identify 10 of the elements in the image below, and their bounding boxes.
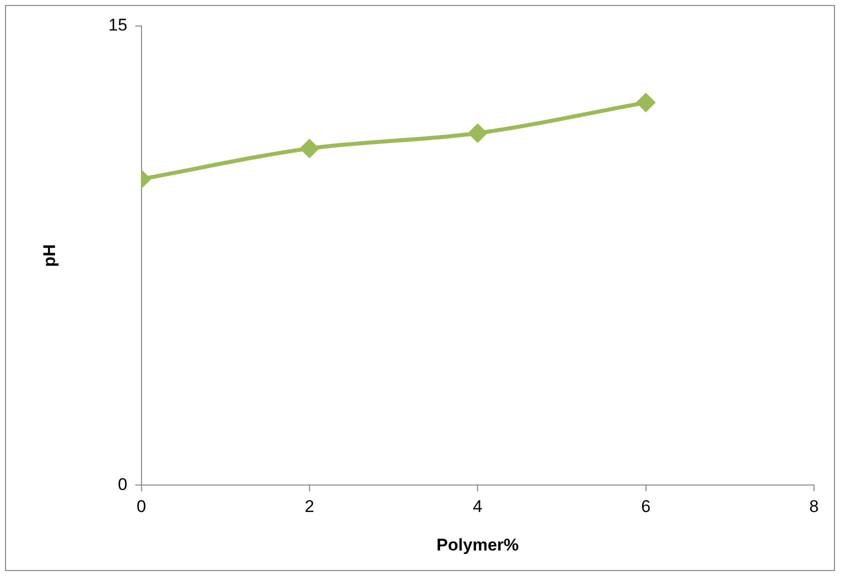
x-tick-label: 8 bbox=[809, 497, 819, 516]
y-tick-label: 15 bbox=[108, 16, 128, 35]
x-tick-label: 4 bbox=[472, 497, 482, 516]
x-tick-label: 0 bbox=[136, 497, 146, 516]
x-axis-title: Polymer% bbox=[436, 535, 519, 554]
x-tick-label: 2 bbox=[304, 497, 314, 516]
x-tick-label: 6 bbox=[641, 497, 651, 516]
y-axis-title: pH bbox=[40, 244, 59, 267]
point bbox=[636, 94, 655, 112]
point bbox=[468, 124, 487, 142]
